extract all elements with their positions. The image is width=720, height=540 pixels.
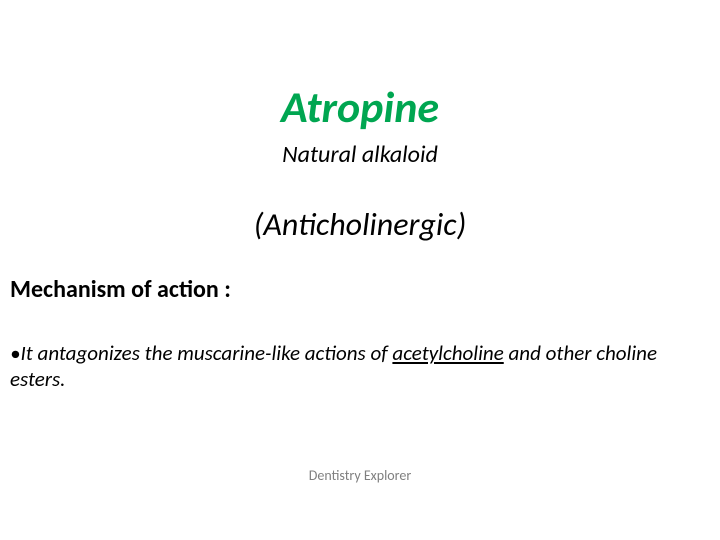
bullet-mechanism-text: •It antagonizes the muscarine-like actio… — [10, 340, 700, 393]
subtitle-anticholinergic: (Anticholinergic) — [0, 205, 720, 244]
bullet-text-underlined: acetylcholine — [392, 340, 503, 366]
slide-title: Atropine — [0, 80, 720, 134]
bullet-text-pre: It antagonizes the muscarine-like action… — [20, 340, 392, 366]
subtitle-natural-alkaloid: Natural alkaloid — [0, 140, 720, 169]
bullet-marker: • — [10, 340, 20, 366]
slide: Atropine Natural alkaloid (Anticholinerg… — [0, 0, 720, 540]
footer-text: Dentistry Explorer — [0, 467, 720, 484]
section-heading-mechanism: Mechanism of action : — [10, 275, 231, 304]
